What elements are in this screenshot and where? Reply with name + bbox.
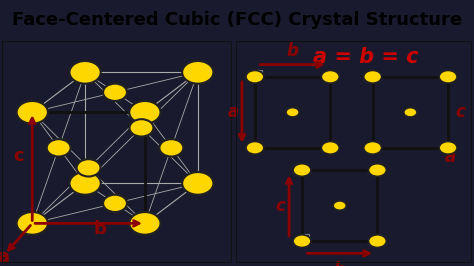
- Ellipse shape: [70, 172, 101, 195]
- Ellipse shape: [321, 142, 339, 154]
- Text: b: b: [94, 221, 107, 238]
- Text: b: b: [287, 42, 299, 60]
- Ellipse shape: [103, 84, 127, 101]
- Ellipse shape: [182, 61, 213, 84]
- Ellipse shape: [333, 201, 346, 210]
- Ellipse shape: [129, 101, 161, 124]
- Ellipse shape: [129, 212, 161, 235]
- Text: a = b = c: a = b = c: [313, 47, 419, 67]
- Ellipse shape: [364, 142, 382, 154]
- Ellipse shape: [17, 101, 48, 124]
- Ellipse shape: [364, 70, 382, 83]
- Text: a: a: [228, 103, 239, 121]
- Ellipse shape: [182, 172, 213, 195]
- Ellipse shape: [246, 142, 264, 154]
- Ellipse shape: [17, 212, 48, 235]
- Ellipse shape: [70, 61, 101, 84]
- Text: a: a: [0, 248, 9, 266]
- Ellipse shape: [47, 139, 71, 156]
- Ellipse shape: [103, 195, 127, 212]
- Bar: [302, 170, 377, 241]
- Text: c: c: [455, 103, 465, 121]
- Text: c: c: [276, 197, 286, 215]
- Ellipse shape: [404, 108, 417, 117]
- Ellipse shape: [439, 142, 457, 154]
- Text: b: b: [334, 261, 346, 266]
- Ellipse shape: [439, 70, 457, 83]
- Ellipse shape: [286, 108, 299, 117]
- Ellipse shape: [293, 235, 311, 247]
- Ellipse shape: [368, 164, 386, 176]
- Ellipse shape: [77, 159, 100, 177]
- Ellipse shape: [321, 70, 339, 83]
- Ellipse shape: [368, 235, 386, 247]
- Text: a: a: [445, 148, 456, 166]
- Ellipse shape: [246, 70, 264, 83]
- Ellipse shape: [293, 164, 311, 176]
- Bar: [255, 77, 330, 148]
- Text: Face-Centered Cubic (FCC) Crystal Structure: Face-Centered Cubic (FCC) Crystal Struct…: [12, 11, 462, 29]
- Ellipse shape: [129, 119, 154, 136]
- Ellipse shape: [159, 139, 183, 156]
- Text: c: c: [13, 147, 24, 165]
- Bar: [373, 77, 448, 148]
